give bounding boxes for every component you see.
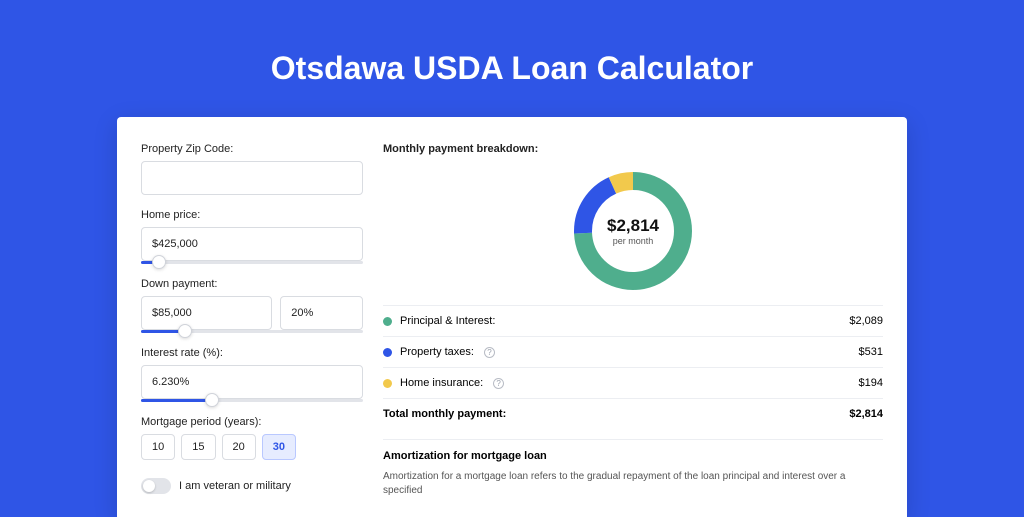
legend-dot — [383, 348, 392, 357]
zip-input[interactable] — [141, 161, 363, 195]
interest-label: Interest rate (%): — [141, 347, 363, 359]
period-option-10[interactable]: 10 — [141, 434, 175, 460]
home-price-label: Home price: — [141, 209, 363, 221]
breakdown-value: $531 — [859, 346, 883, 358]
donut-amount: $2,814 — [607, 216, 659, 236]
home-price-input[interactable] — [141, 227, 363, 261]
breakdown-panel: Monthly payment breakdown: $2,814 per mo… — [383, 143, 883, 517]
down-payment-pct-input[interactable] — [280, 296, 363, 330]
interest-group: Interest rate (%): — [141, 347, 363, 402]
total-label: Total monthly payment: — [383, 408, 506, 420]
breakdown-row: Home insurance:? $194 — [383, 368, 883, 399]
veteran-row: I am veteran or military — [141, 478, 363, 494]
info-icon[interactable]: ? — [493, 378, 504, 389]
veteran-toggle[interactable] — [141, 478, 171, 494]
period-options: 1015 2030 — [141, 434, 363, 460]
down-payment-input[interactable] — [141, 296, 272, 330]
period-option-15[interactable]: 15 — [181, 434, 215, 460]
down-payment-slider[interactable] — [141, 330, 363, 333]
period-option-20[interactable]: 20 — [222, 434, 256, 460]
amortization-text: Amortization for a mortgage loan refers … — [383, 470, 883, 498]
legend-dot — [383, 317, 392, 326]
period-label: Mortgage period (years): — [141, 416, 363, 428]
period-group: Mortgage period (years): 1015 2030 — [141, 416, 363, 460]
breakdown-row: Property taxes:? $531 — [383, 337, 883, 368]
breakdown-list: Principal & Interest: $2,089 Property taxe… — [383, 305, 883, 429]
donut-chart-wrap: $2,814 per month — [383, 163, 883, 305]
amortization-section: Amortization for mortgage loan Amortizat… — [383, 439, 883, 498]
down-payment-group: Down payment: — [141, 278, 363, 333]
donut-chart: $2,814 per month — [573, 171, 693, 291]
toggle-knob — [143, 480, 155, 492]
form-panel: Property Zip Code: Home price: Down paym… — [141, 143, 383, 517]
interest-input[interactable] — [141, 365, 363, 399]
breakdown-value: $2,089 — [849, 315, 883, 327]
breakdown-value: $194 — [859, 377, 883, 389]
legend-dot — [383, 379, 392, 388]
amortization-title: Amortization for mortgage loan — [383, 450, 883, 462]
donut-sub: per month — [613, 236, 654, 246]
total-value: $2,814 — [849, 408, 883, 420]
breakdown-title: Monthly payment breakdown: — [383, 143, 883, 155]
calculator-card: Property Zip Code: Home price: Down paym… — [117, 117, 907, 517]
zip-group: Property Zip Code: — [141, 143, 363, 195]
interest-slider[interactable] — [141, 399, 363, 402]
zip-label: Property Zip Code: — [141, 143, 363, 155]
home-price-slider[interactable] — [141, 261, 363, 264]
veteran-label: I am veteran or military — [179, 480, 291, 492]
down-payment-label: Down payment: — [141, 278, 363, 290]
breakdown-row: Principal & Interest: $2,089 — [383, 306, 883, 337]
breakdown-label: Home insurance: — [400, 377, 483, 389]
breakdown-label: Principal & Interest: — [400, 315, 495, 327]
breakdown-total-row: Total monthly payment: $2,814 — [383, 399, 883, 429]
page-title: Otsdawa USDA Loan Calculator — [0, 0, 1024, 117]
info-icon[interactable]: ? — [484, 347, 495, 358]
home-price-group: Home price: — [141, 209, 363, 264]
period-option-30[interactable]: 30 — [262, 434, 296, 460]
breakdown-label: Property taxes: — [400, 346, 474, 358]
